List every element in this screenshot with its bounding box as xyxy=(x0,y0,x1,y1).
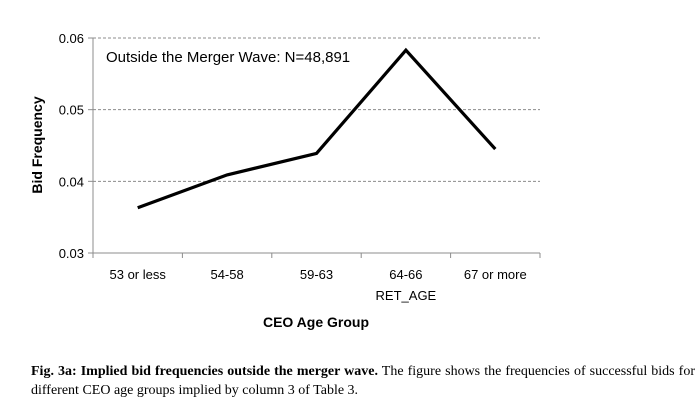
x-tick-label: 64-66 xyxy=(389,267,422,282)
y-tick-label: 0.04 xyxy=(59,174,84,189)
figure-caption: Fig. 3a: Implied bid frequencies outside… xyxy=(31,362,695,400)
x-tick-label: 59-63 xyxy=(300,267,333,282)
x-tick-label: 53 or less xyxy=(110,267,167,282)
y-tick-labels: 0.03 0.04 0.05 0.06 xyxy=(59,31,84,261)
caption-title: Fig. 3a: Implied bid frequencies outside… xyxy=(31,364,378,379)
gridlines xyxy=(93,37,540,182)
y-tick-label: 0.05 xyxy=(59,103,84,118)
x-tick-labels: 53 or less 54-58 59-63 64-66 RET_AGE 67 or mo… xyxy=(110,267,527,303)
x-tick-label: 54-58 xyxy=(210,267,243,282)
y-axis-title: Bid Frequency xyxy=(29,96,45,193)
y-tick-label: 0.06 xyxy=(59,31,84,46)
x-tick-label: 67 or more xyxy=(464,267,527,282)
bid-frequency-chart: 0.03 0.04 0.05 0.06 53 or less 54-58 59-63 64-… xyxy=(29,31,541,330)
series-line xyxy=(137,47,497,210)
chart-annotation: Outside the Merger Wave: N=48,891 xyxy=(106,49,350,66)
y-tick-label: 0.03 xyxy=(59,246,84,261)
caption-text: The figure shows the frequencies of succ… xyxy=(31,364,696,398)
series-line-path xyxy=(137,47,497,210)
x-axis-title: CEO Age Group xyxy=(263,314,369,330)
x-tick-sublabel: RET_AGE xyxy=(376,288,437,303)
axes xyxy=(88,37,541,258)
